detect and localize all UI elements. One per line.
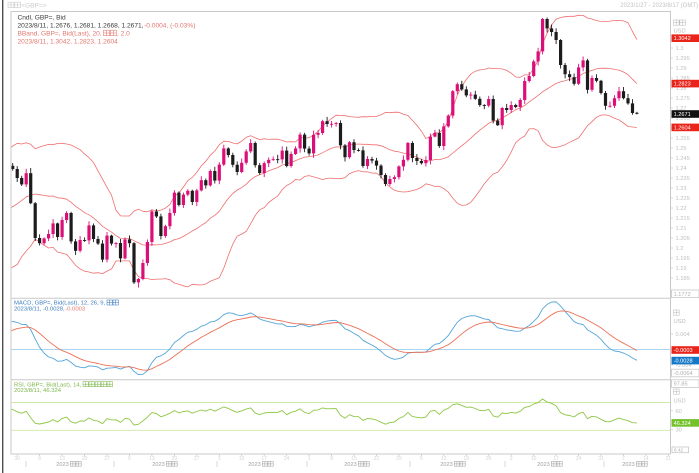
svg-text:27: 27 bbox=[194, 456, 200, 462]
svg-text:2023/8/11, -0.0028,: 2023/8/11, -0.0028, bbox=[14, 306, 65, 312]
svg-text:17: 17 bbox=[553, 456, 559, 462]
svg-text:1.24: 1.24 bbox=[676, 166, 687, 172]
svg-text:29: 29 bbox=[396, 456, 402, 462]
svg-text:1.2: 1.2 bbox=[676, 246, 684, 252]
svg-text:1.19: 1.19 bbox=[676, 266, 687, 272]
svg-text:3: 3 bbox=[218, 456, 221, 462]
svg-text:46.324: 46.324 bbox=[674, 421, 691, 427]
svg-text:1.29: 1.29 bbox=[676, 66, 687, 72]
svg-text:-0.004: -0.004 bbox=[676, 363, 692, 369]
svg-text:1.185: 1.185 bbox=[676, 276, 690, 282]
svg-text:1.205: 1.205 bbox=[676, 236, 690, 242]
svg-text:8: 8 bbox=[330, 456, 333, 462]
svg-text:1.295: 1.295 bbox=[676, 56, 690, 62]
svg-text:1.215: 1.215 bbox=[676, 216, 690, 222]
svg-text:21: 21 bbox=[666, 456, 672, 462]
svg-text:, 2.0: , 2.0 bbox=[117, 31, 130, 38]
svg-text:2023/8/11, 46.324: 2023/8/11, 46.324 bbox=[14, 388, 62, 394]
svg-text:0.004: 0.004 bbox=[676, 332, 690, 338]
svg-text:8.42: 8.42 bbox=[674, 448, 683, 453]
svg-text:2023/8/11, 1.2676, 1.2681, 1.2: 2023/8/11, 1.2676, 1.2681, 1.2668, 1.267… bbox=[18, 23, 144, 30]
svg-text:1.27: 1.27 bbox=[676, 106, 687, 112]
svg-text:2023: 2023 bbox=[56, 462, 68, 468]
svg-text:15: 15 bbox=[351, 456, 357, 462]
svg-text:Cndl, GBP=, Bid: Cndl, GBP=, Bid bbox=[18, 15, 67, 22]
svg-text:17: 17 bbox=[261, 456, 267, 462]
svg-text:19: 19 bbox=[464, 456, 470, 462]
svg-text:1.245: 1.245 bbox=[676, 156, 690, 162]
svg-text:-0.0003: -0.0003 bbox=[65, 306, 86, 312]
svg-text:1.2671: 1.2671 bbox=[674, 112, 691, 118]
svg-text:1.3042: 1.3042 bbox=[674, 36, 691, 42]
svg-text:97.85: 97.85 bbox=[674, 382, 688, 388]
svg-text:5: 5 bbox=[420, 456, 423, 462]
svg-text:27: 27 bbox=[104, 456, 110, 462]
svg-text:MACD, GBP=, Bid(Last), 12, 26,: MACD, GBP=, Bid(Last), 12, 26, 9, bbox=[14, 301, 106, 307]
svg-text:BBand, GBP=, Bid(Last), 20,: BBand, GBP=, Bid(Last), 20, bbox=[18, 31, 102, 38]
svg-text:1.265: 1.265 bbox=[676, 116, 690, 122]
svg-text:24: 24 bbox=[576, 456, 582, 462]
svg-text:2023: 2023 bbox=[152, 462, 164, 468]
svg-text:2023/8/11, 1.3042, 1.2823, 1.2: 2023/8/11, 1.3042, 1.2823, 1.2604 bbox=[18, 39, 119, 46]
svg-text:1.275: 1.275 bbox=[676, 96, 690, 102]
svg-text:13: 13 bbox=[59, 456, 65, 462]
svg-text:6: 6 bbox=[128, 456, 131, 462]
svg-text:2023: 2023 bbox=[622, 462, 634, 468]
svg-text:<GBP=>: <GBP=> bbox=[21, 2, 46, 9]
svg-text:22: 22 bbox=[374, 456, 380, 462]
svg-text:30: 30 bbox=[14, 456, 20, 462]
svg-text:12: 12 bbox=[441, 456, 447, 462]
svg-text:20: 20 bbox=[82, 456, 88, 462]
svg-text:7: 7 bbox=[622, 456, 625, 462]
svg-text:31: 31 bbox=[598, 456, 604, 462]
svg-text:60: 60 bbox=[676, 409, 682, 415]
svg-text:1.3: 1.3 bbox=[676, 46, 684, 52]
svg-text:2023: 2023 bbox=[440, 462, 452, 468]
svg-text:1.195: 1.195 bbox=[676, 256, 690, 262]
svg-text:20: 20 bbox=[172, 456, 178, 462]
svg-text:1.235: 1.235 bbox=[676, 176, 690, 182]
svg-text:-0.0064: -0.0064 bbox=[674, 371, 693, 377]
svg-text:1.22: 1.22 bbox=[676, 206, 687, 212]
svg-text:13: 13 bbox=[149, 456, 155, 462]
svg-text:2023/1/27 - 2023/8/17 (GMT): 2023/1/27 - 2023/8/17 (GMT) bbox=[620, 3, 698, 9]
svg-text:USD: USD bbox=[674, 29, 686, 35]
svg-text:1.2823: 1.2823 bbox=[674, 82, 691, 88]
svg-text:USD: USD bbox=[674, 399, 686, 405]
svg-text:24: 24 bbox=[284, 456, 290, 462]
svg-text:1.255: 1.255 bbox=[676, 136, 690, 142]
svg-text:14: 14 bbox=[643, 456, 649, 462]
svg-text:1.23: 1.23 bbox=[676, 186, 687, 192]
svg-text:1.2604: 1.2604 bbox=[674, 125, 691, 131]
svg-text:2023: 2023 bbox=[344, 462, 356, 468]
svg-text:-0.0004, (-0.03%): -0.0004, (-0.03%) bbox=[144, 23, 195, 30]
svg-text:1.225: 1.225 bbox=[676, 196, 690, 202]
svg-text:-0.0028: -0.0028 bbox=[674, 359, 693, 365]
svg-text:1.28: 1.28 bbox=[676, 86, 687, 92]
svg-text:1.25: 1.25 bbox=[676, 146, 687, 152]
svg-text:6: 6 bbox=[38, 456, 41, 462]
svg-text:30: 30 bbox=[676, 428, 682, 434]
svg-text:2023: 2023 bbox=[248, 462, 260, 468]
svg-text:3: 3 bbox=[510, 456, 513, 462]
svg-text:2023: 2023 bbox=[537, 462, 549, 468]
svg-text:1.1772: 1.1772 bbox=[674, 292, 691, 298]
svg-text:1.21: 1.21 bbox=[676, 226, 687, 232]
svg-text:26: 26 bbox=[486, 456, 492, 462]
svg-text:USD: USD bbox=[674, 319, 686, 325]
svg-text:RSI, GBP=, Bid(Last), 14,: RSI, GBP=, Bid(Last), 14, bbox=[14, 382, 82, 388]
svg-text:1: 1 bbox=[308, 456, 311, 462]
svg-text:-0.0003: -0.0003 bbox=[674, 348, 693, 354]
svg-text:10: 10 bbox=[531, 456, 537, 462]
svg-text:10: 10 bbox=[239, 456, 245, 462]
svg-text:1.285: 1.285 bbox=[676, 76, 690, 82]
